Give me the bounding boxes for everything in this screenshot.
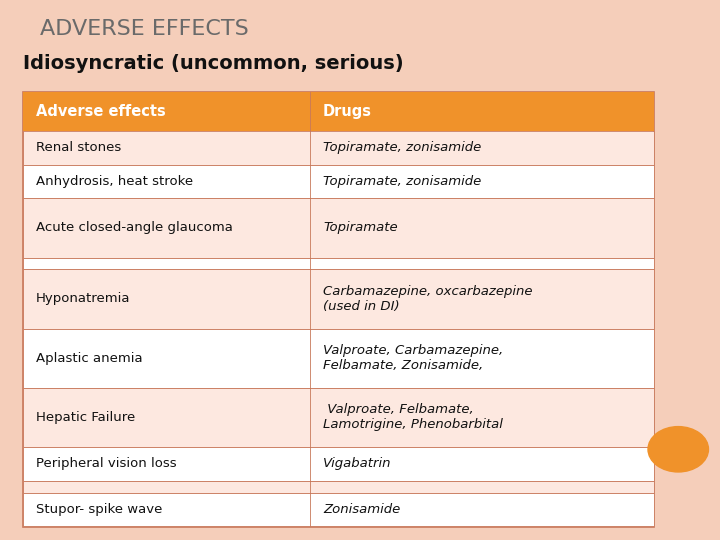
- FancyBboxPatch shape: [23, 328, 654, 388]
- Text: Hyponatremia: Hyponatremia: [36, 293, 130, 306]
- Text: Renal stones: Renal stones: [36, 141, 121, 154]
- Text: Valproate, Carbamazepine,
Felbamate, Zonisamide,: Valproate, Carbamazepine, Felbamate, Zon…: [323, 344, 503, 372]
- FancyBboxPatch shape: [23, 258, 654, 269]
- Text: Peripheral vision loss: Peripheral vision loss: [36, 457, 176, 470]
- Text: Idiosyncratic (uncommon, serious): Idiosyncratic (uncommon, serious): [23, 54, 404, 73]
- Text: Drugs: Drugs: [323, 104, 372, 119]
- Text: Carbamazepine, oxcarbazepine
(used in DI): Carbamazepine, oxcarbazepine (used in DI…: [323, 285, 533, 313]
- Text: Zonisamide: Zonisamide: [323, 503, 400, 516]
- Text: ADVERSE EFFECTS: ADVERSE EFFECTS: [40, 19, 248, 39]
- Text: Stupor- spike wave: Stupor- spike wave: [36, 503, 163, 516]
- Text: Topiramate: Topiramate: [323, 221, 397, 234]
- Text: Anhydrosis, heat stroke: Anhydrosis, heat stroke: [36, 175, 193, 188]
- Text: Valproate, Felbamate,
Lamotrigine, Phenobarbital: Valproate, Felbamate, Lamotrigine, Pheno…: [323, 403, 503, 431]
- Text: Aplastic anemia: Aplastic anemia: [36, 352, 143, 365]
- FancyBboxPatch shape: [23, 92, 654, 131]
- FancyBboxPatch shape: [23, 269, 654, 328]
- FancyBboxPatch shape: [23, 198, 654, 258]
- FancyBboxPatch shape: [23, 447, 654, 481]
- Circle shape: [648, 427, 708, 472]
- Text: Topiramate, zonisamide: Topiramate, zonisamide: [323, 175, 481, 188]
- FancyBboxPatch shape: [23, 481, 654, 492]
- FancyBboxPatch shape: [23, 131, 654, 165]
- FancyBboxPatch shape: [23, 92, 654, 526]
- Text: Acute closed‑angle glaucoma: Acute closed‑angle glaucoma: [36, 221, 233, 234]
- FancyBboxPatch shape: [23, 388, 654, 447]
- Text: Topiramate, zonisamide: Topiramate, zonisamide: [323, 141, 481, 154]
- FancyBboxPatch shape: [23, 492, 654, 526]
- Text: Vigabatrin: Vigabatrin: [323, 457, 392, 470]
- Text: Hepatic Failure: Hepatic Failure: [36, 411, 135, 424]
- FancyBboxPatch shape: [23, 165, 654, 198]
- Text: Adverse effects: Adverse effects: [36, 104, 166, 119]
